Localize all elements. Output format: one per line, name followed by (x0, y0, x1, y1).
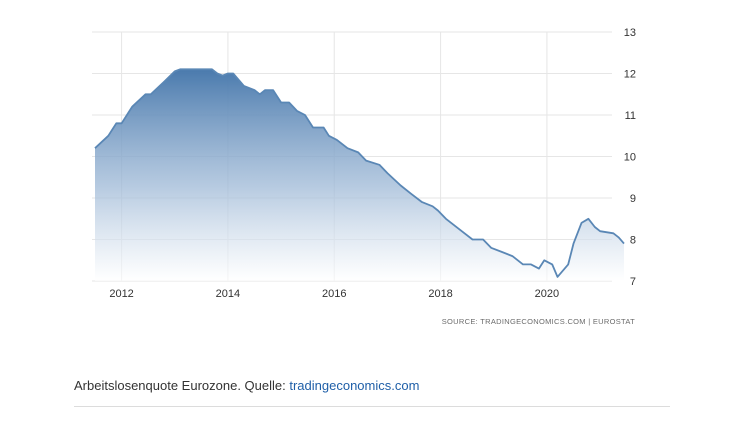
y-tick-label: 7 (630, 276, 636, 288)
area-fill (95, 69, 624, 281)
series-line (94, 68, 625, 278)
x-axis-ticks: 2012 2014 2016 2018 2020 (109, 288, 559, 300)
source-label: SOURCE: TRADINGECONOMICS.COM | EUROSTAT (442, 317, 635, 326)
y-tick-label: 8 (630, 235, 636, 247)
y-tick-label: 11 (625, 110, 636, 122)
y-tick-label: 10 (624, 152, 636, 164)
figure-caption: Arbeitslosenquote Eurozone. Quelle: trad… (74, 378, 419, 393)
x-tick-label: 2012 (109, 288, 133, 300)
source-link[interactable]: tradingeconomics.com (289, 378, 420, 393)
x-tick-label: 2016 (322, 288, 346, 300)
x-tick-label: 2020 (535, 288, 559, 300)
x-tick-label: 2018 (428, 288, 452, 300)
caption-text: Arbeitslosenquote Eurozone. Quelle: (74, 378, 290, 393)
y-axis-ticks: 7 8 9 10 11 12 13 (624, 27, 636, 288)
y-tick-label: 13 (624, 27, 636, 39)
y-tick-label: 9 (630, 193, 636, 205)
x-tick-label: 2014 (216, 288, 240, 300)
divider (74, 406, 670, 407)
y-tick-label: 12 (624, 69, 636, 81)
unemployment-area-chart: 7 8 9 10 11 12 13 2012 2014 2016 2018 2020 SOURCE:… (92, 27, 636, 326)
